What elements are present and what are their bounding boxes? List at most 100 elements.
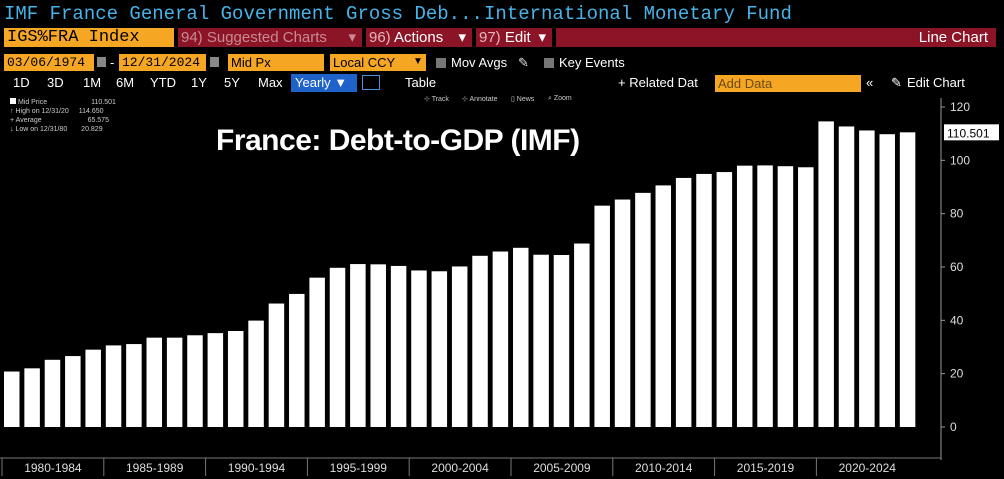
start-date-field[interactable]: 03/06/1974 (4, 54, 94, 71)
bar-2021[interactable] (838, 126, 855, 427)
suggested-charts-button[interactable]: 94) Suggested Charts ▾ (178, 28, 362, 47)
last-value-label: 110.501 (947, 126, 990, 140)
bar-2005[interactable] (513, 247, 529, 427)
pencil-icon[interactable]: ✎ (891, 75, 902, 90)
bar-2023[interactable] (879, 134, 895, 427)
x-group-label-2005-2009: 2005-2009 (533, 461, 591, 475)
news-tool[interactable]: ▯ News (511, 96, 535, 103)
bar-2004[interactable] (492, 251, 509, 427)
average-icon: + (10, 117, 15, 124)
range-1m-button[interactable]: 1M (83, 75, 102, 90)
ticker-field[interactable]: IGS%FRA Index (4, 28, 174, 47)
bar-2013[interactable] (675, 177, 692, 427)
bar-1995[interactable] (309, 277, 325, 427)
mov-avgs-checkbox[interactable] (436, 58, 446, 68)
table-button[interactable]: Table (405, 75, 437, 90)
y-tick-label-0: 0 (950, 420, 957, 434)
bar-1992[interactable] (248, 320, 264, 427)
bar-2006[interactable] (533, 254, 549, 427)
bar-1988[interactable] (166, 337, 183, 427)
edit-button[interactable]: 97) Edit ▾ (476, 28, 552, 47)
edit-chart-button[interactable]: Edit Chart (907, 75, 965, 90)
bar-2019[interactable] (798, 167, 814, 427)
x-group-label-1995-1999: 1995-1999 (330, 461, 388, 475)
key-events-label: Key Events (559, 55, 625, 70)
mov-avgs-label: Mov Avgs (451, 55, 508, 70)
frequency-select[interactable]: Yearly ▼ (291, 74, 357, 92)
pencil-icon[interactable]: ✎ (518, 55, 529, 70)
range-3d-button[interactable]: 3D (47, 75, 64, 90)
bar-2024[interactable] (899, 132, 916, 428)
bar-2011[interactable] (635, 192, 651, 427)
range-ytd-button[interactable]: YTD (150, 75, 176, 90)
bar-1993[interactable] (268, 303, 285, 427)
bar-2022[interactable] (859, 130, 875, 427)
bar-2003[interactable] (472, 255, 488, 427)
date-range-bar: 03/06/1974 - 12/31/2024 Mid Px Local CCY… (0, 52, 1004, 72)
legend-high: High on 12/31/20 (15, 108, 69, 115)
bar-2015[interactable] (716, 172, 733, 427)
y-tick-label-60: 60 (950, 260, 964, 274)
calendar-icon[interactable] (97, 57, 106, 67)
bars-group (4, 121, 916, 428)
toolbar: IGS%FRA Index 94) Suggested Charts ▾ 96)… (0, 27, 1004, 49)
bar-1980[interactable] (4, 371, 20, 427)
bar-2017[interactable] (757, 165, 773, 427)
y-tick-label-80: 80 (950, 207, 964, 221)
bar-2009[interactable] (594, 205, 610, 427)
bar-2012[interactable] (655, 185, 672, 427)
bar-1983[interactable] (65, 356, 81, 427)
bar-1986[interactable] (126, 344, 142, 427)
x-group-label-2020-2024: 2020-2024 (839, 461, 897, 475)
bar-1991[interactable] (227, 331, 244, 427)
annotate-tool[interactable]: ⊹ Annotate (462, 96, 498, 103)
bar-1987[interactable] (146, 337, 163, 427)
debt-to-gdp-chart[interactable]: 0 20 40 60 80 100 120 110.501 1980-1984 1985-198… (0, 94, 1004, 479)
bar-2018[interactable] (777, 166, 794, 427)
end-date-field[interactable]: 12/31/2024 (119, 54, 206, 71)
zoom-tool[interactable]: ⌕ Zoom (548, 95, 572, 102)
currency-select[interactable]: Local CCY (330, 54, 426, 71)
bar-1999[interactable] (390, 265, 407, 427)
y-tick-label-40: 40 (950, 313, 964, 327)
legend-low: Low on 12/31/80 (15, 126, 68, 133)
track-tool[interactable]: ⊹ Track (424, 96, 449, 103)
range-6m-button[interactable]: 6M (116, 75, 135, 90)
collapse-button[interactable]: « (866, 75, 874, 90)
chart-type-button[interactable]: Line Chart (556, 28, 996, 47)
bar-2000[interactable] (411, 270, 427, 427)
security-title: IMF France General Government Gross Deb.… (4, 3, 483, 25)
actions-button[interactable]: 96) Actions ▾ (366, 28, 472, 47)
bar-2007[interactable] (553, 255, 570, 427)
line-chart-icon[interactable] (362, 75, 380, 90)
bar-1996[interactable] (329, 267, 346, 427)
legend-average: Average (15, 117, 42, 124)
bar-2020[interactable] (818, 121, 834, 428)
add-data-input[interactable]: Add Data (715, 75, 861, 92)
bar-1985[interactable] (105, 345, 122, 427)
price-field-select[interactable]: Mid Px (228, 54, 324, 71)
bar-2016[interactable] (736, 165, 753, 427)
bar-1989[interactable] (187, 335, 203, 427)
bar-2002[interactable] (451, 266, 468, 427)
bar-1984[interactable] (85, 349, 101, 427)
legend-mid-price: Mid Price (17, 99, 48, 106)
bar-1982[interactable] (44, 359, 61, 427)
range-1d-button[interactable]: 1D (13, 75, 30, 90)
bar-1981[interactable] (24, 368, 40, 427)
bar-1994[interactable] (289, 293, 305, 427)
calendar-icon[interactable] (210, 57, 219, 67)
range-max-button[interactable]: Max (258, 75, 283, 90)
bar-2008[interactable] (574, 243, 590, 427)
bar-2001[interactable] (431, 271, 448, 427)
bar-2014[interactable] (696, 173, 712, 427)
bar-1990[interactable] (207, 333, 224, 427)
related-data-button[interactable]: + Related Dat (618, 75, 698, 90)
key-events-checkbox[interactable] (544, 58, 554, 68)
range-5y-button[interactable]: 5Y (224, 75, 240, 90)
range-1y-button[interactable]: 1Y (191, 75, 207, 90)
bar-1997[interactable] (350, 264, 366, 427)
bar-1998[interactable] (370, 264, 386, 427)
bar-2010[interactable] (614, 199, 631, 427)
suggested-charts-label: Suggested Charts (206, 29, 327, 46)
